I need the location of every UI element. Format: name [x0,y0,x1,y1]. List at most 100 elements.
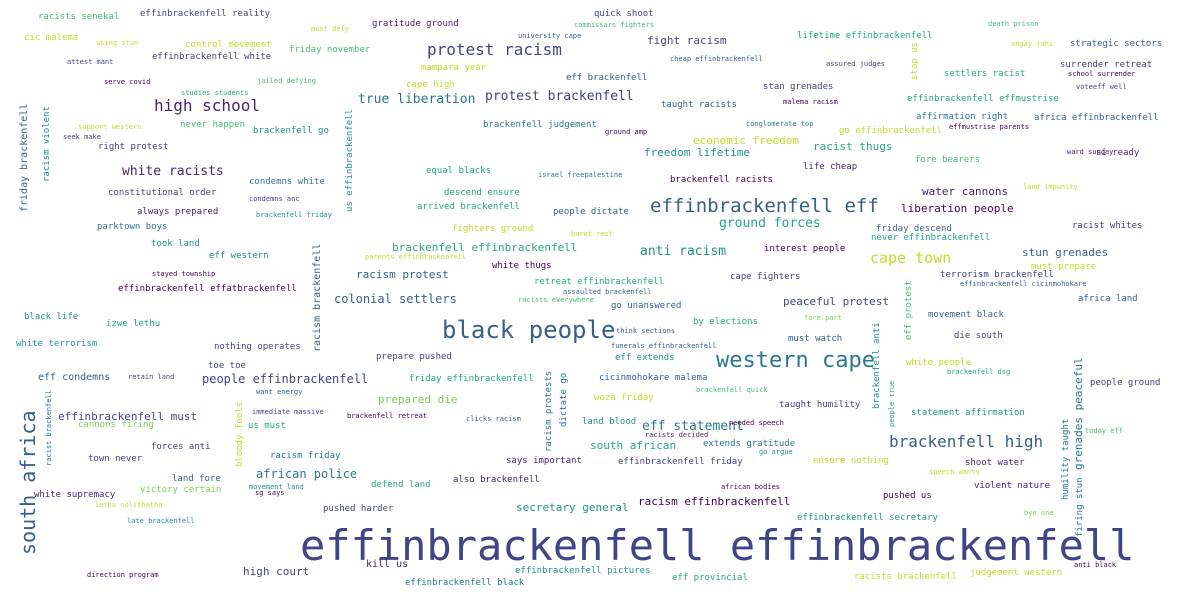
cloud-word: lifetime effinbrackenfell [797,31,933,41]
cloud-word: water cannons [922,185,1009,198]
cloud-word: humility taught [1061,418,1071,500]
cloud-word: effinbrackenfell effatbrackenfell [118,284,297,294]
cloud-word: bloody fools [235,401,245,467]
cloud-word: racist whites [1072,221,1143,231]
cloud-word: high school [154,96,260,115]
cloud-word: si ready [1096,148,1140,158]
cloud-word: forces anti [151,442,211,452]
cloud-word: by elections [693,317,759,327]
cloud-word: movement land [249,483,304,491]
cloud-word: secretary general [516,501,629,514]
cloud-word: voteeff well [1076,83,1127,91]
cloud-word: took land [151,239,200,249]
cloud-word: town never [88,454,143,464]
cloud-word: arrived brackenfell [417,202,520,212]
cloud-word: assured judges [826,60,886,68]
cloud-word: land impunity [1023,183,1078,191]
cloud-word: ground forces [719,216,821,231]
cloud-word: racist brackenfell [45,390,53,466]
cloud-word: people dictate [553,207,629,217]
cloud-word: us effinbrackenfell [345,109,355,212]
cloud-word: stayed township [152,270,216,278]
cloud-word: white racists [122,164,224,179]
cloud-word: eff provincial [672,573,748,583]
cloud-word: death prison [988,20,1039,28]
cloud-word: control movement [185,40,272,50]
cloud-word: constitutional order [108,188,217,198]
cloud-word: protest brackenfell [485,89,634,104]
cloud-word: pushed us [883,491,932,501]
cloud-word: must defy [311,25,349,33]
cloud-word: protest racism [427,40,562,59]
cloud-word: brackenfell effinbrackenfell [392,241,578,254]
cloud-word: africa land [1078,294,1138,304]
cloud-word: brackenfell friday [256,211,332,219]
cloud-word: stan grenades [763,82,834,92]
cloud-word: cicinmohokare malema [599,373,708,383]
cloud-word: interest people [764,244,846,254]
cloud-word: brackenfell high [889,432,1044,451]
cloud-word: must prepare [1031,262,1097,272]
cloud-word: surrender retreat [1060,60,1153,70]
cloud-word: eff statement [642,419,744,434]
cloud-word: quick shoot [594,9,654,19]
cloud-word: prepare pushed [376,352,452,362]
cloud-word: conglomerate top [746,120,814,128]
cloud-word: people effinbrackenfell [202,372,369,386]
cloud-word: victory certain [140,485,222,495]
cloud-word: israel freepalestine [538,171,623,179]
cloud-word: descend ensure [444,188,520,198]
cloud-word: movement black [928,310,1004,320]
cloud-word: shoot water [965,458,1025,468]
cloud-word: brackenfell dsg [947,368,1011,376]
cloud-word: seek make [63,133,101,141]
cloud-word: nothing operates [214,342,301,352]
cloud-word: brackenfell judgement [483,120,597,130]
cloud-word: clicks racism [466,415,521,423]
cloud-word: mampara year [421,63,487,73]
cloud-word: white supremacy [34,490,116,500]
cloud-word: attest mant [67,58,114,66]
cloud-word: high court [243,565,310,578]
cloud-word: fight racism [647,34,727,47]
cloud-word: strategic sectors [1070,39,1163,49]
cloud-word: pushed harder [323,504,394,514]
cloud-word: violent nature [974,481,1050,491]
cloud-word: sg says [255,489,285,497]
cloud-word: racism protests [544,370,554,452]
cloud-word: die south [954,331,1003,341]
cloud-word: parktown boys [97,222,168,232]
cloud-word: condemns white [249,177,325,187]
cloud-word: fore bearers [915,155,981,165]
cloud-word: want energy [256,388,303,396]
cloud-word: dictate go [559,372,569,427]
cloud-word: south africa [16,410,40,556]
cloud-word: racism protest [356,268,449,281]
cloud-word: commissars fighters [574,21,655,29]
cloud-word: kill us [366,559,409,570]
cloud-word: economic freedom [693,134,799,147]
cloud-word: lethu solithatha [95,501,163,509]
cloud-word: affirmation right [916,112,1009,122]
cloud-word: people true [888,380,896,427]
cloud-word: firing stun [1075,477,1085,537]
cloud-word: stop us [910,42,920,80]
cloud-word: racists everywhere [518,296,594,304]
cloud-word: school surrender [1068,70,1136,78]
cloud-word: friday descend [876,224,952,234]
cloud-word: friday effinbrackenfell [409,374,534,384]
cloud-word: speech wants [929,468,980,476]
cloud-word: direction program [87,571,159,579]
cloud-word: people ground [1090,378,1161,388]
cloud-word: equal blacks [426,166,492,176]
cloud-word: go effinbrackenfell [839,126,942,136]
cloud-word: think sections [616,327,676,335]
cloud-word: ground amp [605,128,648,136]
cloud-word: support western [78,123,142,131]
cloud-word: gratitude ground [372,19,459,29]
cloud-word: south african [590,439,677,452]
cloud-word: cic malema [24,33,79,43]
cloud-word: brackenfell go [253,126,329,136]
cloud-word: grenades peaceful [1072,357,1085,470]
cloud-word: liberation people [901,202,1014,215]
